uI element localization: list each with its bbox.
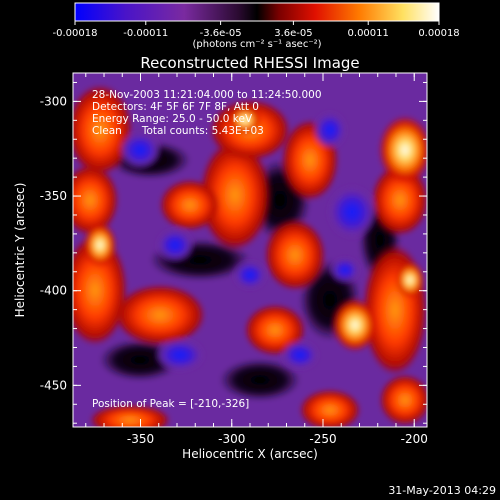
colorbar-tick-label: 3.6e-05 [274, 28, 312, 39]
colorbar-ticks [74, 21, 440, 25]
colorbar-tick-label: -3.6e-05 [200, 28, 242, 39]
x-axis-ticks: -350 -300 -250 -200 [85, 73, 428, 446]
rhessi-image [73, 73, 427, 427]
info-energy-range: Energy Range: 25.0 - 50.0 keV [92, 113, 253, 125]
colorbar-units-label: (photons cm⁻² s⁻¹ asec⁻²) [192, 39, 321, 50]
observation-info: 28-Nov-2003 11:21:04.000 to 11:24:50.000… [92, 89, 322, 137]
x-tick-label: -250 [309, 432, 336, 446]
y-tick-label: -300 [40, 94, 67, 108]
y-axis-ticks: -300 -350 -400 -450 [40, 81, 427, 424]
x-tick-label: -350 [127, 432, 154, 446]
colorbar-tick-label: -0.00011 [123, 28, 168, 39]
x-axis-label: Heliocentric X (arcsec) [182, 447, 318, 461]
colorbar-tick-labels: -0.00018 -0.00011 -3.6e-05 3.6e-05 0.00011 0.… [53, 28, 460, 39]
colorbar-tick-label: 0.00018 [418, 28, 459, 39]
info-time-range: 28-Nov-2003 11:21:04.000 to 11:24:50.000 [92, 89, 322, 101]
y-axis-label: Heliocentric Y (arcsec) [13, 183, 27, 318]
colorbar-gradient [74, 2, 440, 22]
timestamp: 31-May-2013 04:29 [388, 484, 496, 497]
info-counts: Clean Total counts: 5.43E+03 [92, 125, 264, 137]
colorbar-tick-label: 0.00011 [348, 28, 389, 39]
peak-position-label: Position of Peak = [-210,-326] [92, 398, 249, 410]
info-detectors: Detectors: 4F 5F 6F 7F 8F, Att 0 [92, 101, 259, 113]
x-tick-label: -200 [401, 432, 428, 446]
plot-title: Reconstructed RHESSI Image [140, 54, 359, 72]
y-tick-label: -450 [40, 378, 67, 392]
y-tick-label: -400 [40, 284, 67, 298]
y-tick-label: -350 [40, 189, 67, 203]
colorbar-tick-label: -0.00018 [53, 28, 98, 39]
x-tick-label: -300 [218, 432, 245, 446]
